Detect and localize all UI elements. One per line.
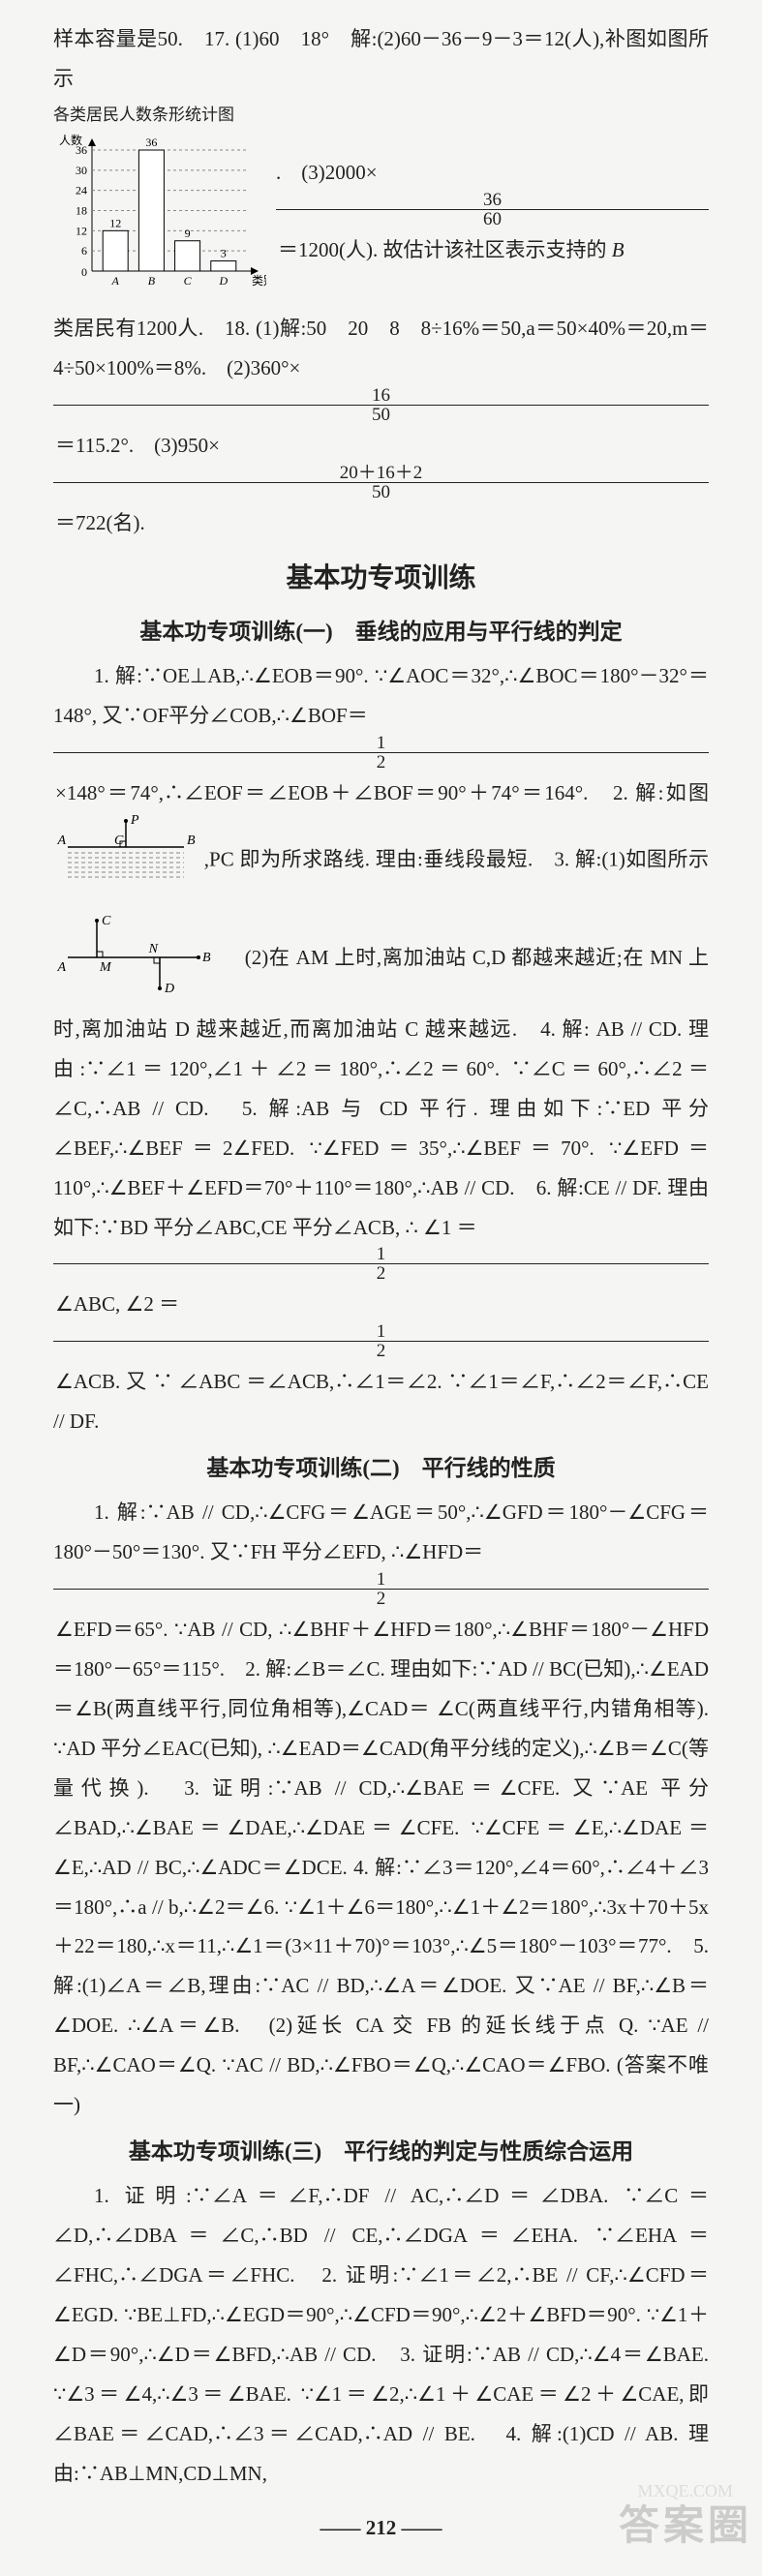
svg-text:36: 36 — [145, 136, 157, 149]
text: ∠ABC, ∠2 ＝ — [55, 1292, 179, 1316]
svg-text:12: 12 — [109, 216, 121, 229]
svg-text:C: C — [102, 914, 111, 928]
chart-row: 各类居民人数条形统计图 人数6121824303612A36B9C3D类别0 .… — [53, 99, 709, 309]
text: 1. 证明:∵∠A＝∠F,∴DF // AC,∴∠D＝∠DBA. ∵∠C＝∠D,… — [53, 2184, 709, 2485]
var-B: B — [612, 238, 625, 261]
text: ,PC 即为所求路线. 理由:垂线段最短. 3. 解:(1)如图所示 — [204, 847, 709, 870]
svg-text:B: B — [187, 833, 196, 848]
svg-text:B: B — [148, 274, 156, 288]
fraction: 1650 — [53, 386, 709, 424]
svg-text:0: 0 — [81, 265, 87, 279]
heading-section-2: 基本功专项训练(二) 平行线的性质 — [53, 1447, 709, 1491]
svg-text:30: 30 — [76, 164, 87, 177]
svg-text:3: 3 — [221, 247, 227, 260]
bar-chart-wrap: 各类居民人数条形统计图 人数6121824303612A36B9C3D类别0 — [53, 99, 266, 309]
text: 样本容量是50. 17. (1)60 18° 解:(2)60－36－9－3＝12… — [53, 27, 709, 90]
svg-text:C: C — [184, 274, 193, 288]
svg-text:A: A — [111, 274, 120, 288]
fraction: 20＋16＋250 — [53, 464, 709, 501]
svg-text:D: D — [218, 274, 228, 288]
page-number: —— 212 —— — [53, 2508, 709, 2548]
heading-section-1: 基本功专项训练(一) 垂线的应用与平行线的判定 — [53, 611, 709, 654]
chart-side-text: . (3)2000× 3660 ＝1200(人). 故估计该社区表示支持的 B — [266, 153, 709, 309]
fraction: 12 — [53, 734, 709, 772]
svg-text:D: D — [164, 982, 174, 996]
fraction: 12 — [53, 1322, 709, 1360]
fraction: 12 — [53, 1570, 709, 1608]
paragraph-1c: 类居民有1200人. 18. (1)解:50 20 8 8÷16%＝50,a＝5… — [53, 309, 709, 543]
text: . (3)2000× — [276, 161, 378, 184]
text: ＝115.2°. (3)950× — [55, 434, 220, 457]
svg-text:24: 24 — [76, 184, 87, 197]
diagram-2: ABCP — [53, 877, 198, 900]
paragraph-1: 样本容量是50. 17. (1)60 18° 解:(2)60－36－9－3＝12… — [53, 19, 709, 99]
bar-chart: 人数6121824303612A36B9C3D类别0 — [53, 131, 266, 309]
svg-text:A: A — [56, 833, 66, 848]
heading-section-3: 基本功专项训练(三) 平行线的判定与性质综合运用 — [53, 2131, 709, 2174]
heading-main: 基本功专项训练 — [53, 553, 709, 606]
svg-text:N: N — [148, 942, 159, 956]
text: 1. 解:∵AB // CD,∴∠CFG＝∠AGE＝50°,∴∠GFD＝180°… — [53, 1500, 709, 1563]
svg-text:C: C — [114, 833, 124, 848]
svg-text:M: M — [99, 960, 112, 975]
text: ∠EFD＝65°. ∵AB // CD, ∴∠BHF＋∠HFD＝180°,∴∠B… — [53, 1618, 709, 2116]
svg-text:18: 18 — [76, 204, 87, 218]
chart-title: 各类居民人数条形统计图 — [53, 99, 266, 131]
fraction: 3660 — [276, 191, 709, 228]
fraction: 12 — [53, 1245, 709, 1283]
svg-text:9: 9 — [185, 227, 191, 240]
svg-text:B: B — [202, 951, 211, 965]
text: ＝722(名). — [55, 511, 145, 534]
svg-text:类别: 类别 — [252, 274, 266, 288]
text: ＝1200(人). 故估计该社区表示支持的 — [278, 238, 612, 261]
svg-text:12: 12 — [76, 224, 87, 237]
section-2-body: 1. 解:∵AB // CD,∴∠CFG＝∠AGE＝50°,∴∠GFD＝180°… — [53, 1493, 709, 2125]
svg-text:6: 6 — [81, 244, 87, 258]
text: 1. 解:∵OE⊥AB,∴∠EOB＝90°. ∵∠AOC＝32°,∴∠BOC＝1… — [53, 664, 709, 727]
svg-text:A: A — [56, 960, 66, 975]
section-3-body: 1. 证明:∵∠A＝∠F,∴DF // AC,∴∠D＝∠DBA. ∵∠C＝∠D,… — [53, 2176, 709, 2494]
text: ×148°＝74°,∴∠EOF＝∠EOB＋∠BOF＝90°＋74°＝164°. … — [55, 781, 709, 804]
page: 样本容量是50. 17. (1)60 18° 解:(2)60－36－9－3＝12… — [0, 0, 762, 2576]
text: ∠ACB. 又 ∵ ∠ABC ＝∠ACB,∴∠1＝∠2. ∵∠1＝∠F,∴∠2＝… — [53, 1370, 709, 1433]
svg-text:P: P — [130, 813, 139, 828]
section-1-body: 1. 解:∵OE⊥AB,∴∠EOB＝90°. ∵∠AOC＝32°,∴∠BOC＝1… — [53, 656, 709, 1441]
svg-text:36: 36 — [76, 143, 87, 157]
text: 类居民有1200人. 18. (1)解:50 20 8 8÷16%＝50,a＝5… — [53, 317, 709, 379]
diagram-3: AMNBCD — [53, 978, 218, 1001]
